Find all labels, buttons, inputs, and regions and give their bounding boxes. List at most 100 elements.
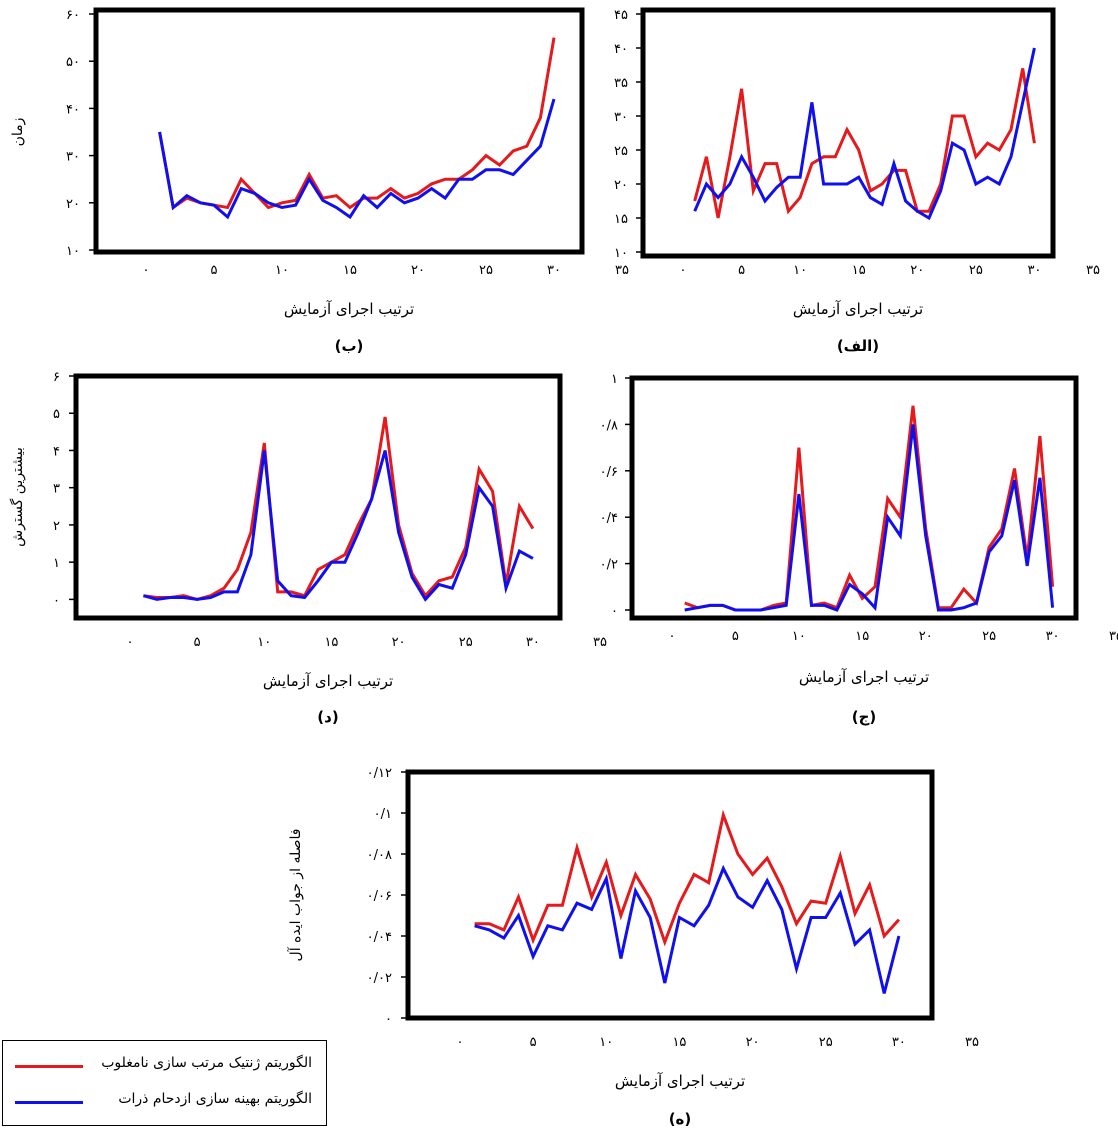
x-tick-label: ۲۵ [969,263,983,278]
legend-swatch-red [15,1065,83,1068]
x-tick-label: ۱۵ [855,629,869,644]
y-tick-label: ۱۰ [614,246,628,261]
y-tick-label: ۳۰ [614,110,628,125]
y-axis-label: زمان [10,118,26,147]
chart-be: ۱۰ ۲۰ ۳۰ ۴۰ ۵۰ ۶۰ ۰ ۵ ۱۰ ۱۵ ۲۰ ۲۵ ۳۰ ۳۵ ترتیب اجرای آز… [10,7,629,355]
y-tick-label: ۱۵ [614,212,628,227]
y-tick-label: ۲ [53,519,60,534]
chart-dal: ۰ ۱ ۲ ۳ ۴ ۵ ۶ ۰ ۵ ۱۰ ۱۵ ۲۰ ۲۵ ۳۰ ۳۵ ترتیب اجرای آزمایش (… [9,370,607,726]
panel-caption: (ب) [335,337,364,355]
x-tick-label: ۳۵ [965,1035,979,1050]
y-tick-label: ۱۰ [66,244,80,259]
series-line-blue [158,98,556,220]
legend-entry-blue: الگوریتم بهینه سازی ازدحام ذرات [11,1087,318,1117]
series-line-red [474,809,901,947]
x-tick-label: ۳۰ [1027,263,1041,278]
panel-caption: (ه) [669,1110,692,1128]
x-tick-label: ۱۵ [324,635,338,650]
x-tick-label: ۵ [211,263,218,278]
x-tick-label: ۱۰ [275,263,289,278]
y-tick-label: ۲۰ [66,197,80,212]
plot-frame [405,769,935,1021]
x-tick-label: ۵ [194,635,201,650]
x-tick-label: ۳۵ [615,263,629,278]
y-tick-label: ۵ [53,407,60,422]
x-tick-label: ۲۵ [982,629,996,644]
y-tick-label: ۴ [53,444,60,459]
x-axis-label: ترتیب اجرای آزمایش [615,1072,745,1090]
x-tick-label: ۳۰ [547,263,561,278]
y-tick-label: ۴۰ [614,42,628,57]
series-line-blue [474,864,901,994]
x-tick-label: ۲۰ [411,263,425,278]
x-tick-label: ۳۰ [892,1035,906,1050]
series-line-red [693,68,1036,219]
x-tick-label: ۲۰ [919,629,933,644]
x-tick-label: ۲۰ [910,263,924,278]
chart-he: ۰ ۰/۰۲ ۰/۰۴ ۰/۰۶ ۰/۰۸ ۰/۱ ۰/۱۲ ۰ ۵ ۱۰ ۱۵ ۲۰ ۲۵ ۳۰ ۳۵ تر… [287,766,979,1128]
x-tick-label: ۵ [738,263,745,278]
legend-entry-red: الگوریتم ژنتیک مرتب سازی نامغلوب [11,1051,318,1081]
y-tick-label: ۶ [53,370,60,385]
x-tick-label: ۰ [127,635,134,650]
panel-caption: (الف) [837,337,879,355]
y-tick-label: ۰/۰۲ [367,971,392,986]
x-tick-label: ۱۵ [852,263,866,278]
y-tick-label: ۵۰ [66,55,80,70]
y-tick-label: ۳ [53,482,60,497]
chart-jim: ۰۰/۲۰/۴۰/۶۰/۸۱۰۵۱۰۱۵۲۰۲۵۳۰۳۵ترتیب اجرای … [600,372,1118,726]
x-tick-label: ۰ [457,1035,464,1050]
y-tick-label: ۰/۱ [374,807,392,822]
x-tick-label: ۲۵ [459,635,473,650]
plot-frame [73,373,563,621]
panel-caption: (ج) [852,708,877,726]
panel-caption: (د) [317,708,338,726]
y-tick-label: ۱ [611,372,618,387]
y-tick-label: ۳۰ [66,150,80,165]
x-axis-label: ترتیب اجرای آزمایش [263,672,393,690]
y-tick-label: ۲۵ [614,144,628,159]
x-axis-label: ترتیب اجرای آزمایش [284,300,414,318]
x-tick-label: ۲۵ [479,263,493,278]
y-tick-label: ۲۰ [614,178,628,193]
y-tick-label: ۴۰ [66,102,80,117]
y-tick-label: ۰/۰۸ [367,848,392,863]
y-tick-label: ۱ [53,556,60,571]
plot-frame [629,375,1079,621]
legend-label-red: الگوریتم ژنتیک مرتب سازی نامغلوب [101,1055,312,1071]
chart-alef: ۱۰ ۱۵ ۲۰ ۲۵ ۳۰ ۳۵ ۴۰ ۴۵ ۰ ۵ ۱۰ ۱۵ ۲۰ ۲۵ ۳۰ ۳۵ ترتیب اجرا… [614,7,1100,355]
plot-frame [640,7,1056,259]
x-tick-label: ۵ [732,629,739,644]
series-line-red [684,405,1055,612]
x-tick-label: ۱۵ [672,1035,686,1050]
y-tick-label: ۰/۰۴ [367,930,392,945]
y-tick-label: ۰/۸ [600,418,618,433]
y-axis-label: فاصله از جواب ایده آل [287,829,304,962]
y-tick-label: ۰ [611,604,618,619]
x-tick-label: ۳۰ [1046,629,1060,644]
legend-label-blue: الگوریتم بهینه سازی ازدحام ذرات [118,1091,312,1107]
x-axis-label: ترتیب اجرای آزمایش [793,300,923,318]
y-tick-label: ۰/۱۲ [367,766,392,781]
x-tick-label: ۰ [143,263,150,278]
x-tick-label: ۲۵ [819,1035,833,1050]
x-tick-label: ۱۰ [792,629,806,644]
y-tick-label: ۰/۰۶ [367,889,392,904]
y-tick-label: ۴۵ [614,8,628,23]
x-tick-label: ۵ [530,1035,537,1050]
x-tick-label: ۳۵ [1086,263,1100,278]
y-axis-label: بیشترین گسترش [9,447,26,547]
x-tick-label: ۲۰ [746,1035,760,1050]
x-tick-label: ۱۰ [599,1035,613,1050]
y-tick-label: ۰/۴ [600,511,618,526]
legend: الگوریتم ژنتیک مرتب سازی نامغلوب الگوریت… [2,1040,327,1126]
x-tick-label: ۱۰ [257,635,271,650]
x-tick-label: ۱۵ [343,263,357,278]
series-line-blue [143,450,534,602]
y-tick-label: ۶۰ [66,8,80,23]
series-line-red [158,37,556,211]
x-tick-label: ۱۰ [793,263,807,278]
y-tick-label: ۰ [385,1012,392,1027]
x-tick-label: ۳۵ [1109,629,1118,644]
